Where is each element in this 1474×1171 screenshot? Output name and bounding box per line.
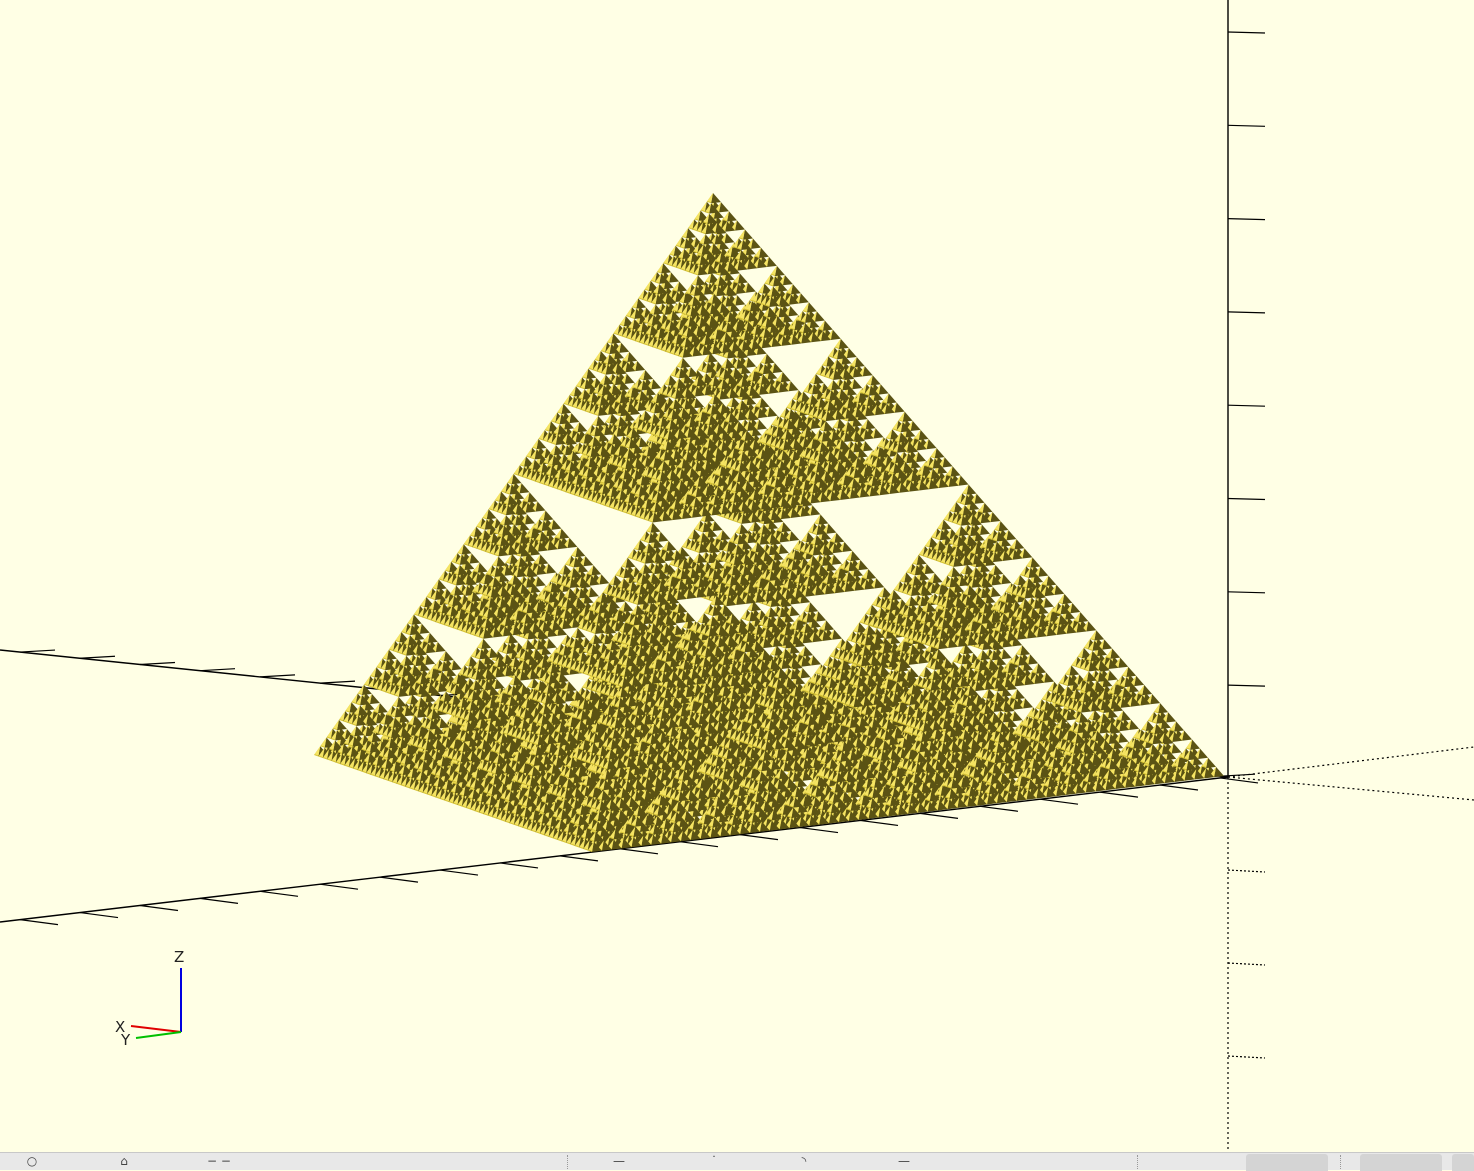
x-axis-tick xyxy=(260,675,295,677)
z-axis-tick xyxy=(1228,219,1265,220)
z-axis-negative-tick xyxy=(1228,870,1265,872)
x-axis-tick xyxy=(200,669,235,671)
x-axis-tick xyxy=(80,656,115,658)
y-axis-tick xyxy=(260,891,298,896)
y-axis-tick xyxy=(140,905,178,910)
y-axis-tick xyxy=(20,920,58,925)
x-axis-negative-line xyxy=(1228,747,1474,777)
z-axis-tick xyxy=(1228,685,1265,686)
y-axis-tick xyxy=(80,913,118,918)
z-axis-tick xyxy=(1228,499,1265,500)
y-axis-tick xyxy=(500,863,538,868)
y-axis-tick xyxy=(560,856,598,861)
z-axis-tick xyxy=(1228,405,1265,406)
y-axis-tick xyxy=(200,898,238,903)
y-axis-tick xyxy=(680,842,718,847)
x-axis-tick xyxy=(20,650,55,652)
y-axis-tick xyxy=(1160,785,1198,790)
x-axis-tick xyxy=(320,681,355,683)
x-axis-tick xyxy=(1220,774,1255,776)
y-axis-tick xyxy=(620,849,658,854)
z-axis-negative-tick xyxy=(1228,1056,1265,1058)
y-axis-tick xyxy=(740,835,778,840)
y-axis-tick xyxy=(920,813,958,818)
y-axis-tick xyxy=(860,820,898,825)
z-axis-tick xyxy=(1228,125,1265,126)
x-axis-tick xyxy=(140,662,175,664)
y-axis-tick xyxy=(1100,792,1138,797)
z-axis-tick xyxy=(1228,592,1265,593)
y-axis-tick xyxy=(980,806,1018,811)
z-axis-tick xyxy=(1228,312,1265,313)
y-axis-negative-line xyxy=(1228,777,1474,800)
y-axis-tick xyxy=(800,828,838,833)
z-axis-tick xyxy=(1228,32,1265,33)
y-axis-tick xyxy=(1220,778,1258,783)
z-axis-negative-tick xyxy=(1228,963,1265,965)
y-axis-tick xyxy=(380,877,418,882)
y-axis-tick xyxy=(320,884,358,889)
y-axis-tick xyxy=(440,870,478,875)
y-axis-tick xyxy=(1040,799,1078,804)
sierpinski-tetrahedron-model[interactable] xyxy=(314,193,1224,852)
